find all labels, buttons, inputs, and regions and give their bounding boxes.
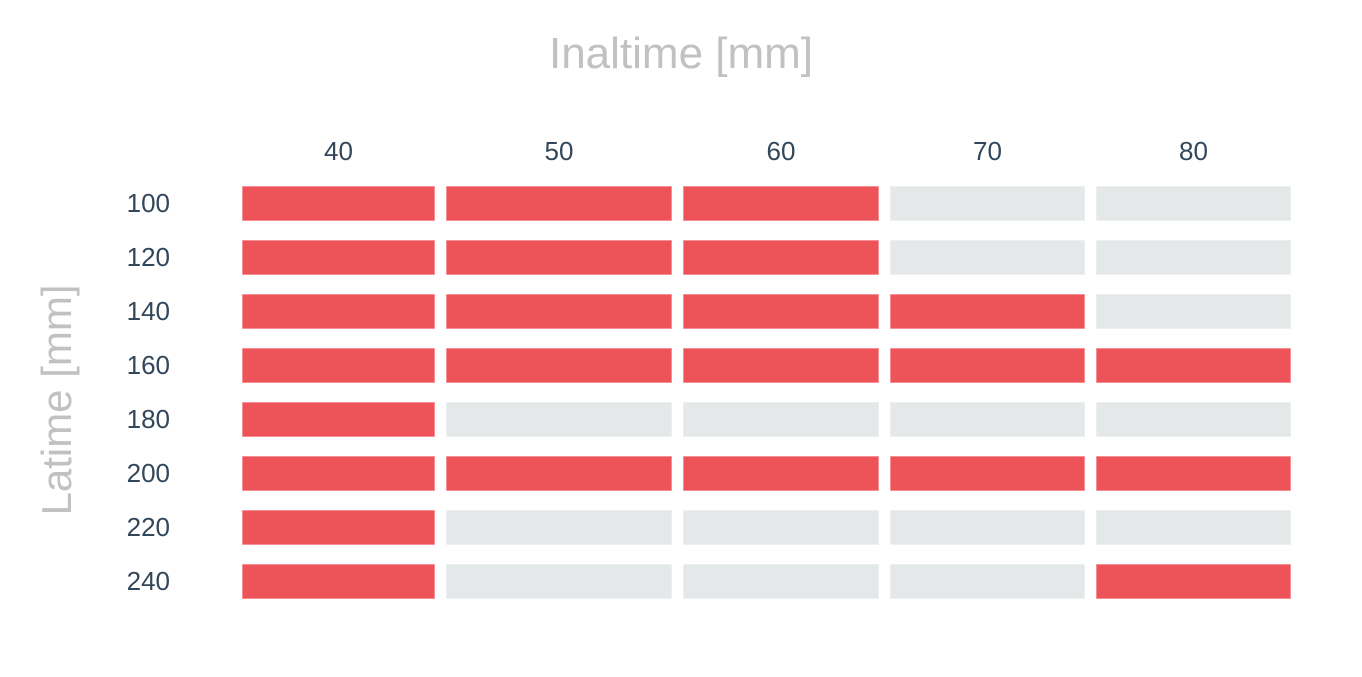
- x-tick-label: 80: [1179, 135, 1208, 166]
- matrix-cell-active: [242, 240, 435, 275]
- x-tick-label: 60: [766, 135, 796, 166]
- matrix-cell-active: [446, 456, 672, 491]
- matrix-cell-active: [242, 564, 435, 599]
- matrix-cell-active: [683, 294, 879, 329]
- matrix-cell-active: [242, 456, 435, 491]
- matrix-cell-active: [242, 402, 435, 437]
- matrix-cell-active: [242, 348, 435, 383]
- matrix-cell-inactive: [683, 402, 879, 437]
- matrix-cell-inactive: [446, 510, 672, 545]
- matrix-cell-active: [890, 348, 1085, 383]
- y-tick-label: 160: [126, 350, 170, 380]
- matrix-cell-active: [1096, 564, 1291, 599]
- matrix-cell-active: [683, 240, 879, 275]
- matrix-cell-active: [242, 294, 435, 329]
- matrix-cell-active: [242, 510, 435, 545]
- matrix-cell-inactive: [890, 186, 1085, 221]
- matrix-cell-inactive: [446, 402, 672, 437]
- y-tick-label: 120: [126, 242, 170, 272]
- matrix-cell-inactive: [890, 402, 1085, 437]
- x-tick-label: 70: [973, 135, 1002, 166]
- x-tick-label: 50: [544, 135, 574, 166]
- matrix-cell-active: [446, 240, 672, 275]
- matrix-cell-inactive: [890, 240, 1085, 275]
- matrix-cell-active: [242, 186, 435, 221]
- matrix-cell-active: [890, 294, 1085, 329]
- matrix-cell-inactive: [683, 510, 879, 545]
- matrix-cell-inactive: [1096, 240, 1291, 275]
- matrix-cell-inactive: [890, 564, 1085, 599]
- matrix-cell-active: [446, 348, 672, 383]
- matrix-cell-active: [446, 186, 672, 221]
- matrix-cell-inactive: [1096, 510, 1291, 545]
- matrix-cell-active: [1096, 348, 1291, 383]
- x-tick-label: 40: [324, 135, 353, 166]
- matrix-cell-inactive: [1096, 294, 1291, 329]
- matrix-cell-inactive: [890, 510, 1085, 545]
- availability-matrix: 40 50 60 70 80 100 120 140 160 180 200 220 240: [0, 135, 1291, 599]
- y-tick-label: 240: [126, 566, 170, 596]
- y-tick-label: 220: [126, 512, 170, 542]
- matrix-cell-inactive: [446, 564, 672, 599]
- y-tick-label: 200: [126, 458, 170, 488]
- matrix-cell-active: [1096, 456, 1291, 491]
- matrix-cell-active: [890, 456, 1085, 491]
- y-tick-label: 100: [126, 188, 170, 218]
- matrix-cell-active: [683, 348, 879, 383]
- matrix-cell-active: [683, 186, 879, 221]
- matrix-cell-inactive: [683, 564, 879, 599]
- matrix-cell-active: [683, 456, 879, 491]
- matrix-cell-active: [446, 294, 672, 329]
- matrix-corner-spacer: [0, 135, 231, 167]
- y-tick-label: 180: [126, 404, 170, 434]
- x-axis-title: Inaltime [mm]: [548, 29, 814, 78]
- y-tick-label: 140: [126, 296, 170, 326]
- matrix-cell-inactive: [1096, 186, 1291, 221]
- matrix-cell-inactive: [1096, 402, 1291, 437]
